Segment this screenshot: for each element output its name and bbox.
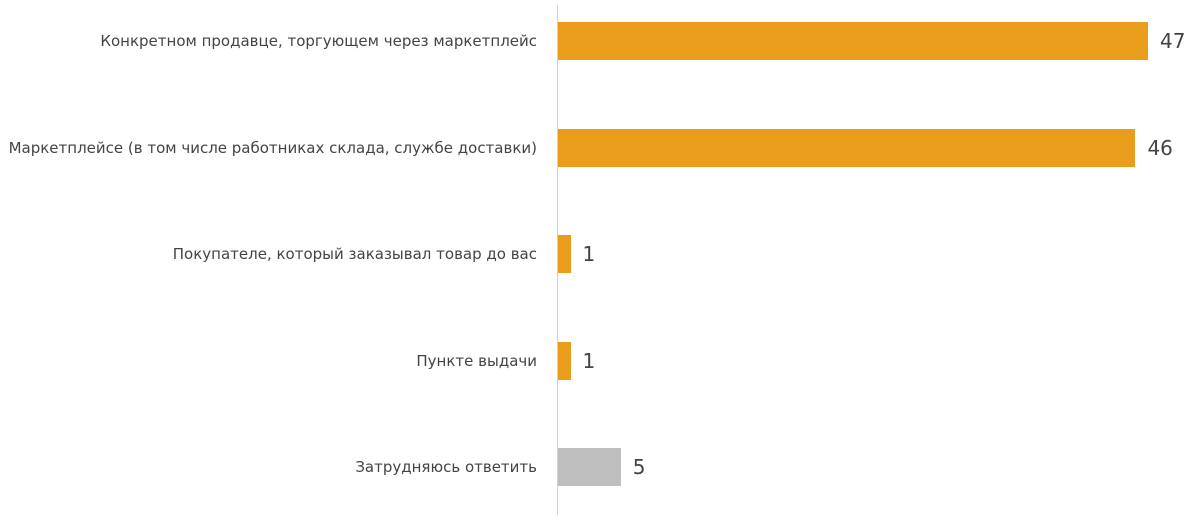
- category-label: Затрудняюсь ответить: [355, 458, 537, 476]
- category-label: Пункте выдачи: [416, 351, 537, 370]
- category-label: Покупателе, который заказывал товар до в…: [172, 245, 537, 263]
- bar: [558, 235, 571, 273]
- value-label: 46: [1147, 135, 1173, 160]
- bar: [558, 22, 1148, 60]
- value-label: 5: [632, 455, 646, 479]
- value-label: 1: [582, 242, 596, 266]
- axis-line: [557, 5, 558, 515]
- bar: [558, 448, 621, 486]
- bar: [558, 128, 1136, 167]
- value-label: 47: [1160, 29, 1186, 53]
- category-label: Конкретном продавце, торгующем через мар…: [100, 32, 537, 50]
- category-label: Маркетплейсе (в том числе работниках скл…: [8, 138, 537, 157]
- bar: [558, 341, 571, 380]
- value-label: 1: [582, 348, 596, 373]
